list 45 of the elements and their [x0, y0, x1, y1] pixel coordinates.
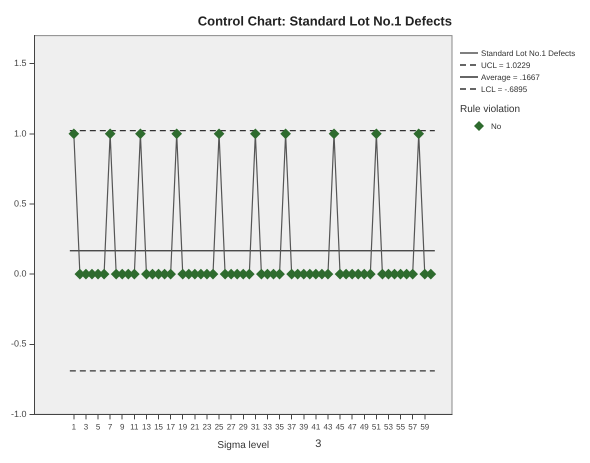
y-tick-label: 0.0: [14, 268, 27, 279]
x-tick-label: 33: [263, 422, 272, 432]
x-tick-label: 15: [154, 422, 164, 432]
y-tick-label: 1.5: [14, 58, 27, 68]
x-tick-label: 19: [178, 422, 188, 432]
legend-label: Average = .1667: [481, 72, 540, 82]
legend-title: Rule violation: [460, 104, 520, 115]
y-tick-label: 0.5: [14, 198, 27, 208]
x-tick-label: 43: [324, 422, 333, 432]
y-tick-label: -0.5: [10, 338, 27, 349]
x-tick-label: 59: [420, 422, 430, 432]
y-tick-label: -1.0: [10, 408, 27, 419]
x-tick-label: 29: [238, 422, 248, 432]
x-tick-label: 55: [396, 422, 406, 432]
x-tick-label: 23: [202, 422, 212, 432]
x-tick-label: 27: [226, 422, 236, 432]
x-tick-label: 13: [142, 422, 152, 432]
x-tick-label: 21: [190, 422, 200, 432]
x-tick-label: 57: [408, 422, 418, 432]
x-tick-label: 41: [311, 422, 321, 432]
legend-label: LCL = -.6895: [481, 84, 528, 94]
x-tick-label: 47: [348, 422, 358, 432]
chart-title: Control Chart: Standard Lot No.1 Defects: [198, 13, 452, 28]
x-tick-label: 51: [372, 422, 382, 432]
x-tick-label: 53: [384, 422, 394, 432]
x-tick-label: 35: [275, 422, 285, 432]
x-tick-label: 39: [299, 422, 309, 432]
x-tick-label: 31: [250, 422, 260, 432]
x-tick-label: 7: [108, 422, 113, 432]
x-tick-label: 5: [96, 422, 101, 432]
x-tick-label: 9: [120, 422, 126, 432]
x-tick-label: 25: [214, 422, 224, 432]
legend-label: Standard Lot No.1 Defects: [481, 48, 576, 58]
x-axis-title: Sigma level: [217, 440, 270, 451]
x-tick-label: 17: [166, 422, 176, 432]
text: 3: [315, 438, 322, 450]
x-tick-label: 37: [287, 422, 297, 432]
legend-label: No: [491, 122, 502, 130]
x-tick-label: 3: [84, 422, 89, 432]
y-tick-label: 1.0: [14, 128, 27, 138]
legend-label: UCL = 1.0229: [481, 60, 530, 70]
x-tick-label: 45: [336, 422, 346, 432]
x-tick-label: 11: [130, 422, 140, 432]
x-tick-label: 49: [360, 422, 370, 432]
x-tick-label: 1: [72, 422, 77, 432]
